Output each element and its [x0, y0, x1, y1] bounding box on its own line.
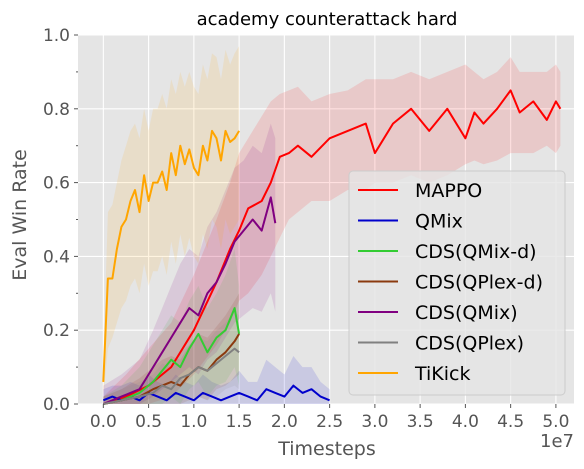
x-tick-label: 2.5 [316, 412, 343, 432]
legend-label-cds-qplex: CDS(QPlex) [415, 333, 524, 355]
series-line-cds-qmix [102, 196, 277, 405]
x-axis-offset-label: 1e7 [540, 431, 574, 452]
series-lines [102, 89, 562, 405]
legend: MAPPO QMix CDS(QMix-d) CDS(QPlex-d) CDS(QMix… [348, 170, 566, 396]
x-tick-label: 0.0 [90, 412, 117, 432]
band-cds-qplex [103, 311, 240, 404]
series-line-qmix [102, 384, 330, 402]
y-tick-label: 1.0 [43, 26, 70, 46]
x-tick-label: 4.0 [452, 412, 479, 432]
legend-box [348, 170, 566, 396]
legend-label-cds-qmix: CDS(QMix) [415, 302, 518, 324]
band-mappo [103, 57, 561, 404]
y-axis-label: Eval Win Rate [9, 149, 31, 281]
band-cds-qmix [103, 123, 276, 404]
y-tick-label: 0.2 [43, 321, 70, 341]
series-line-cds-qplex [103, 347, 240, 405]
series-line-tikick [102, 129, 240, 382]
x-tick-label: 4.5 [497, 412, 524, 432]
legend-label-tikick: TiKick [414, 363, 471, 385]
y-tick-label: 0.4 [43, 247, 70, 267]
x-tick-label: 3.5 [407, 412, 434, 432]
x-axis-label: Timesteps [277, 438, 376, 460]
x-tick-label: 1.0 [180, 412, 207, 432]
legend-label-cds-qmix-d: CDS(QMix-d) [415, 241, 537, 263]
y-tick-label: 0.8 [43, 100, 70, 120]
y-tick-label: 0.0 [43, 395, 70, 415]
x-tick-label: 3.0 [361, 412, 388, 432]
x-axis-ticks: 0.0 0.5 1.0 1.5 2.0 2.5 3.0 3.5 4.0 4.5 5.0 [90, 404, 569, 432]
x-tick-label: 0.5 [135, 412, 162, 432]
x-tick-label: 2.0 [271, 412, 298, 432]
legend-label-cds-qplex-d: CDS(QPlex-d) [415, 272, 543, 294]
series-line-cds-qmix-d [103, 307, 241, 405]
band-tikick [103, 46, 240, 397]
x-tick-label: 5.0 [542, 412, 569, 432]
x-tick-label: 1.5 [226, 412, 253, 432]
chart-title: academy counterattack hard [197, 9, 458, 30]
y-axis-ticks: 0.0 0.2 0.4 0.6 0.8 1.0 [43, 26, 78, 415]
legend-label-mappo: MAPPO [415, 180, 482, 202]
band-cds-qmix-d [103, 249, 240, 404]
legend-label-qmix: QMix [415, 211, 463, 233]
y-tick-label: 0.6 [43, 174, 70, 194]
band-cds-qplex-d [103, 293, 240, 404]
